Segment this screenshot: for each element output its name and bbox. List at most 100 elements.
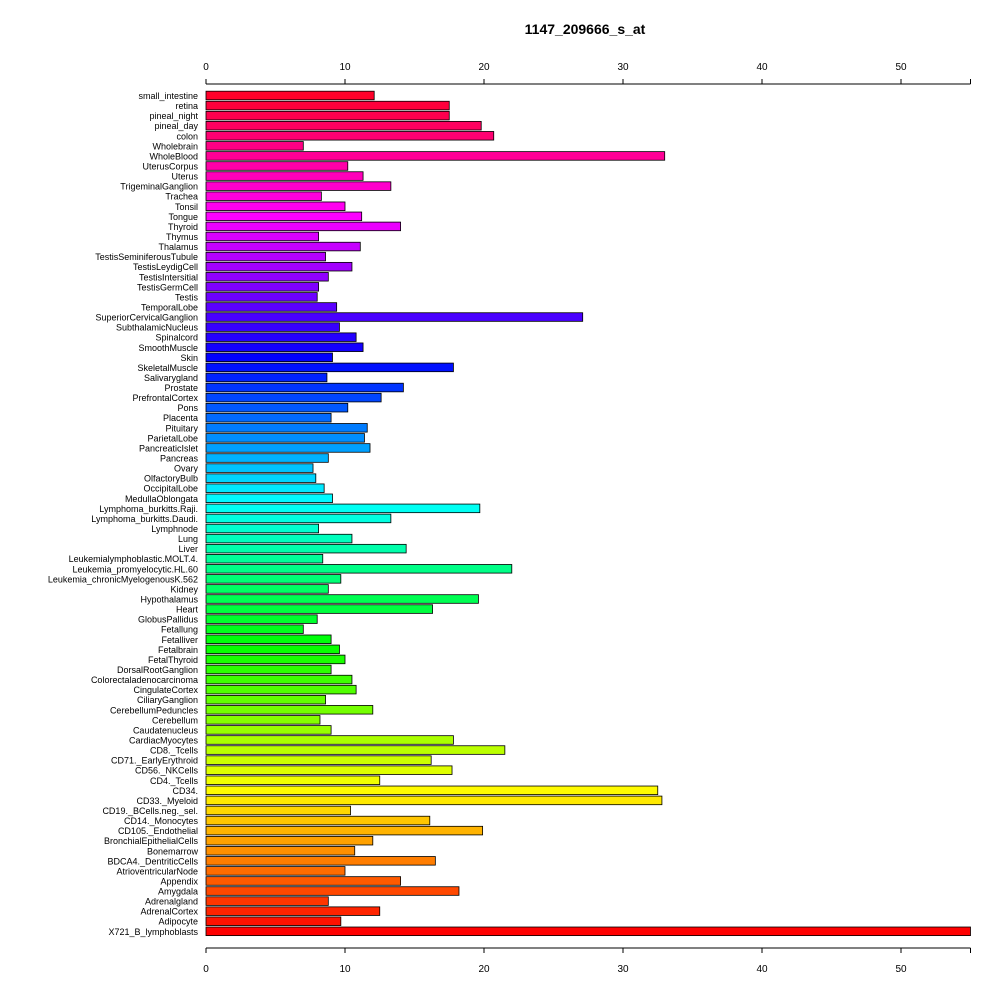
bar (205, 342, 364, 352)
category-label: Trachea (165, 192, 198, 202)
category-label: Adipocyte (158, 917, 198, 927)
category-label: colon (176, 131, 198, 141)
category-label: Pituitary (165, 423, 198, 433)
category-label: Placenta (163, 413, 198, 423)
category-label: BDCA4._DentriticCells (107, 856, 198, 866)
bar (205, 181, 392, 191)
bar (205, 201, 346, 211)
tick-label: 40 (756, 964, 768, 975)
bar (205, 423, 368, 433)
category-label: Uterus (171, 172, 198, 182)
bar (205, 604, 433, 614)
category-labels: small_intestineretinapineal_nightpineal_… (48, 91, 199, 937)
bar (205, 402, 349, 413)
bar (205, 896, 329, 906)
category-label: TestisIntersitial (139, 272, 198, 282)
category-label: Fetalliver (161, 635, 198, 645)
tick-label: 30 (617, 964, 629, 975)
bar (205, 312, 584, 322)
bar (205, 624, 304, 634)
bar (205, 191, 322, 201)
category-label: pineal_day (154, 121, 198, 131)
category-label: pineal_night (149, 111, 198, 121)
category-label: WholeBlood (149, 151, 198, 161)
bar (205, 221, 402, 232)
category-label: Appendix (160, 876, 198, 886)
category-label: CD14._Monocytes (124, 816, 199, 826)
category-label: Testis (175, 292, 199, 302)
bar (205, 513, 392, 524)
bar (205, 302, 338, 312)
bar (205, 866, 346, 876)
category-label: Liver (178, 544, 198, 554)
category-label: GlobusPallidus (138, 615, 199, 625)
category-label: CD56._NKCells (135, 766, 199, 776)
bar (205, 815, 431, 826)
category-label: Adrenalgland (145, 897, 198, 907)
tick-label: 50 (895, 964, 907, 975)
category-label: SmoothMuscle (138, 343, 198, 353)
bar (205, 705, 374, 715)
bar (205, 634, 332, 644)
category-label: TrigeminalGanglion (120, 182, 198, 192)
bar (205, 614, 318, 624)
category-label: Bonemarrow (147, 846, 199, 856)
bar (205, 463, 314, 473)
bar (205, 382, 404, 393)
bar (205, 584, 329, 594)
bar (205, 352, 333, 363)
category-label: FetalThyroid (148, 655, 198, 665)
bar (205, 433, 365, 443)
category-label: AdrenalCortex (140, 907, 198, 917)
bar (205, 100, 450, 111)
bar (205, 151, 666, 161)
bar (205, 775, 381, 785)
bar (205, 715, 321, 725)
bar (205, 916, 342, 926)
category-label: TestisGermCell (137, 282, 198, 292)
category-label: Fetallung (161, 625, 198, 635)
bar (205, 241, 361, 252)
bars (205, 90, 971, 937)
bar (205, 574, 342, 584)
bar (205, 292, 318, 302)
category-label: OlfactoryBulb (144, 474, 198, 484)
bar (205, 805, 351, 816)
bar (205, 856, 436, 866)
category-label: OccipitalLobe (143, 484, 198, 494)
bar (205, 483, 325, 493)
category-label: Amygdala (158, 887, 198, 897)
category-label: PancreaticIslet (139, 443, 199, 453)
category-label: Pancreas (160, 454, 199, 464)
category-label: Colorectaladenocarcinoma (91, 675, 198, 685)
category-label: TemporalLobe (141, 302, 198, 312)
category-label: MedullaOblongata (125, 494, 198, 504)
bar (205, 372, 328, 383)
category-label: UterusCorpus (142, 161, 198, 171)
bar (205, 644, 340, 655)
bar (205, 735, 454, 745)
tick-label: 50 (895, 62, 907, 73)
tick-label: 20 (478, 62, 490, 73)
category-label: Cerebellum (152, 715, 198, 725)
bar (205, 765, 453, 775)
category-label: Ovary (174, 464, 199, 474)
bar (205, 171, 364, 181)
bar (205, 131, 495, 141)
category-label: SubthalamicNucleus (116, 323, 199, 333)
bar (205, 251, 326, 262)
bar (205, 785, 659, 796)
category-label: CD105._Endothelial (118, 826, 198, 836)
bar (205, 211, 363, 222)
category-label: Lung (178, 534, 198, 544)
category-label: BronchialEpithelialCells (104, 836, 199, 846)
top-axis: 0 10 20 30 40 50 (203, 62, 971, 85)
category-label: Tonsil (175, 202, 198, 212)
category-label: CD33._Myeloid (136, 796, 198, 806)
bar (205, 261, 353, 272)
bottom-axis: 0 10 20 30 40 50 (203, 947, 971, 975)
bar (205, 543, 407, 554)
bar (205, 876, 402, 886)
category-label: Leukemia_promyelocytic.HL.60 (72, 564, 198, 574)
